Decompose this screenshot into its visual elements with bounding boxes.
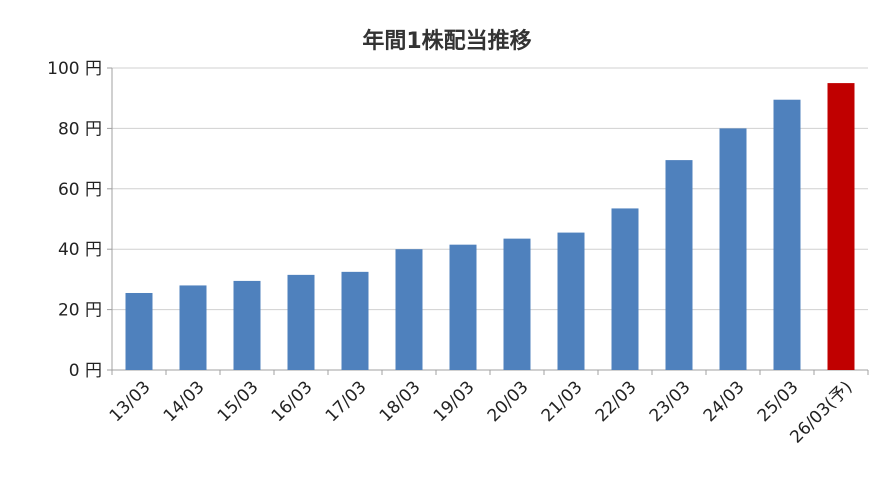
x-tick-label: 24/03 bbox=[700, 377, 749, 426]
y-tick-label: 0 円 bbox=[69, 361, 102, 381]
bar-18-03 bbox=[395, 249, 423, 370]
bar-21-03 bbox=[557, 232, 585, 370]
y-tick-label: 100 円 bbox=[47, 59, 102, 79]
bar-23-03 bbox=[665, 160, 693, 370]
x-tick-label: 13/03 bbox=[106, 377, 155, 426]
x-tick-label: 16/03 bbox=[268, 377, 317, 426]
x-tick-label: 20/03 bbox=[484, 377, 533, 426]
bar-20-03 bbox=[503, 238, 531, 370]
bar-16-03 bbox=[287, 274, 315, 370]
y-tick-label: 60 円 bbox=[58, 180, 102, 200]
y-tick-label: 20 円 bbox=[58, 301, 102, 321]
y-tick-label: 40 円 bbox=[58, 240, 102, 260]
x-tick-label: 14/03 bbox=[160, 377, 209, 426]
x-tick-label: 15/03 bbox=[214, 377, 263, 426]
bar-17-03 bbox=[341, 271, 369, 370]
x-tick-label: 23/03 bbox=[646, 377, 695, 426]
y-tick-label: 80 円 bbox=[58, 119, 102, 139]
x-tick-label: 22/03 bbox=[592, 377, 641, 426]
bar-24-03 bbox=[719, 128, 747, 370]
x-tick-label: 19/03 bbox=[430, 377, 479, 426]
bar-25-03 bbox=[773, 99, 801, 371]
bar-15-03 bbox=[233, 280, 261, 370]
bar-13-03 bbox=[125, 292, 153, 370]
bar-14-03 bbox=[179, 285, 207, 370]
x-tick-label: 17/03 bbox=[322, 377, 371, 426]
bar-22-03 bbox=[611, 208, 639, 370]
bar-19-03 bbox=[449, 244, 477, 370]
x-tick-label: 25/03 bbox=[754, 377, 803, 426]
x-tick-label: 21/03 bbox=[538, 377, 587, 426]
bar-26-03--- bbox=[827, 83, 855, 370]
chart-title: 年間1株配当推移 bbox=[362, 28, 531, 54]
x-tick-label: 18/03 bbox=[376, 377, 425, 426]
